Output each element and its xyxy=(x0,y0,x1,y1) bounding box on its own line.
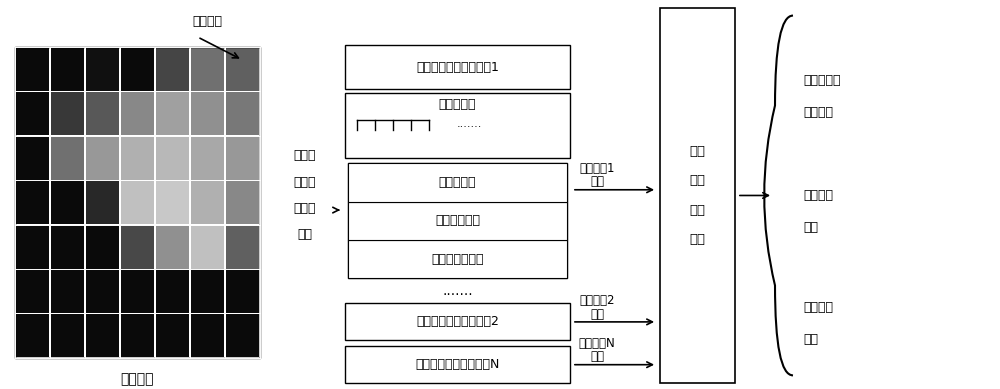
Text: .......: ....... xyxy=(456,119,482,130)
Bar xyxy=(226,225,259,268)
Text: 灰度标准差计算: 灰度标准差计算 xyxy=(431,252,484,266)
Text: 局部窗口: 局部窗口 xyxy=(193,15,223,28)
Text: .......: ....... xyxy=(442,284,473,298)
Bar xyxy=(156,91,189,135)
Bar xyxy=(226,136,259,180)
Bar xyxy=(191,136,224,180)
Text: 行特征: 行特征 xyxy=(294,202,316,215)
Bar xyxy=(51,180,84,224)
Bar xyxy=(16,47,49,91)
Bar xyxy=(16,314,49,357)
Bar xyxy=(51,136,84,180)
Bar xyxy=(226,269,259,313)
Bar xyxy=(345,303,570,340)
Bar xyxy=(86,180,119,224)
Text: 区域: 区域 xyxy=(803,333,818,346)
Bar xyxy=(86,91,119,135)
Bar xyxy=(51,314,84,357)
Bar xyxy=(226,314,259,357)
Bar xyxy=(345,45,570,89)
Bar xyxy=(191,47,224,91)
Bar xyxy=(86,136,119,180)
Bar xyxy=(51,225,84,268)
Text: 流水线处理: 流水线处理 xyxy=(439,98,476,111)
Bar xyxy=(226,47,259,91)
Bar xyxy=(16,91,49,135)
Text: 局部窗口1: 局部窗口1 xyxy=(579,162,615,175)
Text: 窗口并: 窗口并 xyxy=(294,175,316,189)
Text: 切片: 切片 xyxy=(690,145,706,158)
Bar xyxy=(156,180,189,224)
Text: 局部窗口特征提取单元N: 局部窗口特征提取单元N xyxy=(415,358,500,371)
Bar xyxy=(16,136,49,180)
Bar xyxy=(191,314,224,357)
Bar xyxy=(156,136,189,180)
Text: 局部窗口2: 局部窗口2 xyxy=(579,294,615,307)
Text: 类型: 类型 xyxy=(590,350,604,363)
Text: 目标与背景: 目标与背景 xyxy=(803,74,840,87)
Text: 局部熵计算: 局部熵计算 xyxy=(439,176,476,189)
Bar xyxy=(191,91,224,135)
Bar xyxy=(16,180,49,224)
Bar xyxy=(51,269,84,313)
Text: 交界类型: 交界类型 xyxy=(803,106,833,119)
Text: 区域: 区域 xyxy=(803,221,818,234)
Bar xyxy=(226,91,259,135)
Bar xyxy=(121,180,154,224)
Bar xyxy=(660,8,735,383)
Text: 局部窗口特征提取单元1: 局部窗口特征提取单元1 xyxy=(416,61,499,74)
Text: 单一背景: 单一背景 xyxy=(803,301,833,314)
Bar xyxy=(51,91,84,135)
Bar xyxy=(348,202,567,240)
Text: 类型: 类型 xyxy=(590,308,604,321)
Bar xyxy=(156,47,189,91)
Bar xyxy=(121,314,154,357)
Bar xyxy=(86,269,119,313)
Bar xyxy=(86,47,119,91)
Bar xyxy=(348,163,567,202)
Bar xyxy=(15,47,260,358)
Bar xyxy=(16,269,49,313)
Text: 单一目标: 单一目标 xyxy=(803,189,833,202)
Bar xyxy=(191,225,224,268)
Bar xyxy=(51,47,84,91)
Bar xyxy=(345,93,570,158)
Text: 提取: 提取 xyxy=(298,228,312,242)
Text: 多局部: 多局部 xyxy=(294,149,316,162)
Bar xyxy=(86,314,119,357)
Bar xyxy=(191,180,224,224)
Text: 类型: 类型 xyxy=(590,175,604,189)
Bar xyxy=(121,91,154,135)
Bar xyxy=(156,225,189,268)
Bar xyxy=(191,269,224,313)
Bar xyxy=(348,163,567,278)
Bar xyxy=(121,136,154,180)
Bar xyxy=(226,180,259,224)
Bar xyxy=(121,47,154,91)
Bar xyxy=(121,225,154,268)
Text: 图像子图: 图像子图 xyxy=(121,372,154,386)
Bar xyxy=(156,314,189,357)
Bar xyxy=(156,269,189,313)
Text: 判断: 判断 xyxy=(690,233,706,246)
Bar xyxy=(86,225,119,268)
Text: 类型: 类型 xyxy=(690,203,706,217)
Bar xyxy=(348,240,567,278)
Text: 局部窗口N: 局部窗口N xyxy=(579,337,615,350)
Text: 子图: 子图 xyxy=(690,174,706,187)
Text: 灰度均值计算: 灰度均值计算 xyxy=(435,214,480,227)
Bar xyxy=(345,346,570,383)
Bar xyxy=(121,269,154,313)
Text: 局部窗口特征提取单元2: 局部窗口特征提取单元2 xyxy=(416,315,499,328)
Bar xyxy=(16,225,49,268)
